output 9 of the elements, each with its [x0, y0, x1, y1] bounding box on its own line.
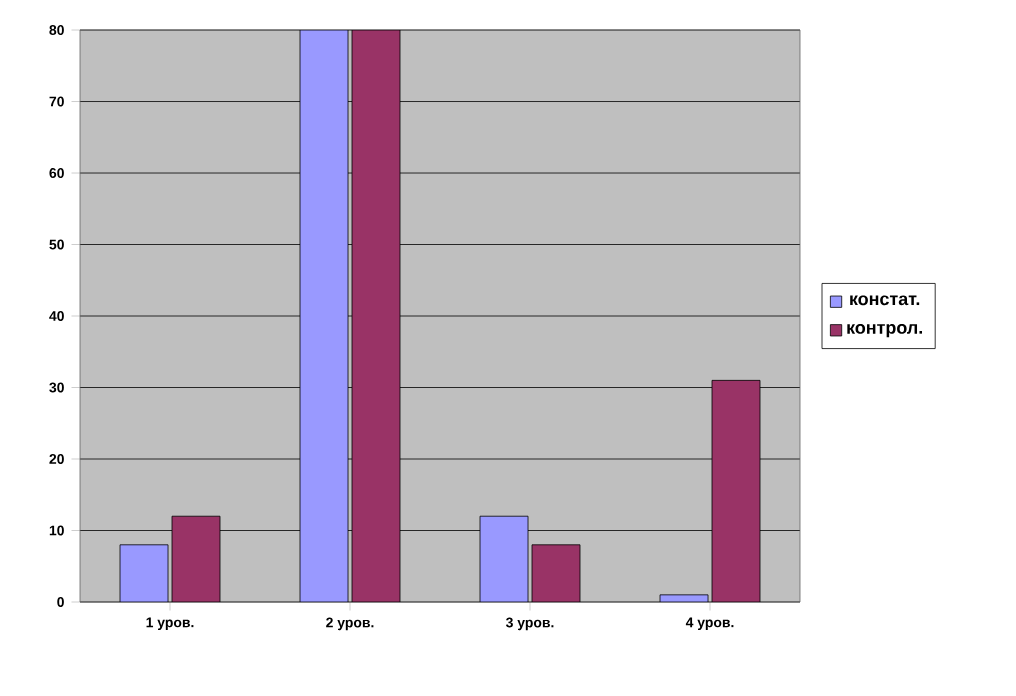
- bar: [299, 30, 349, 602]
- bar: [171, 515, 221, 602]
- legend-label: констат.: [850, 295, 920, 306]
- legend-label: контрол.: [847, 323, 923, 338]
- bar: [119, 544, 169, 602]
- bar: [479, 515, 529, 602]
- bar: [711, 379, 761, 602]
- bar: [531, 544, 581, 602]
- bar: [351, 30, 401, 602]
